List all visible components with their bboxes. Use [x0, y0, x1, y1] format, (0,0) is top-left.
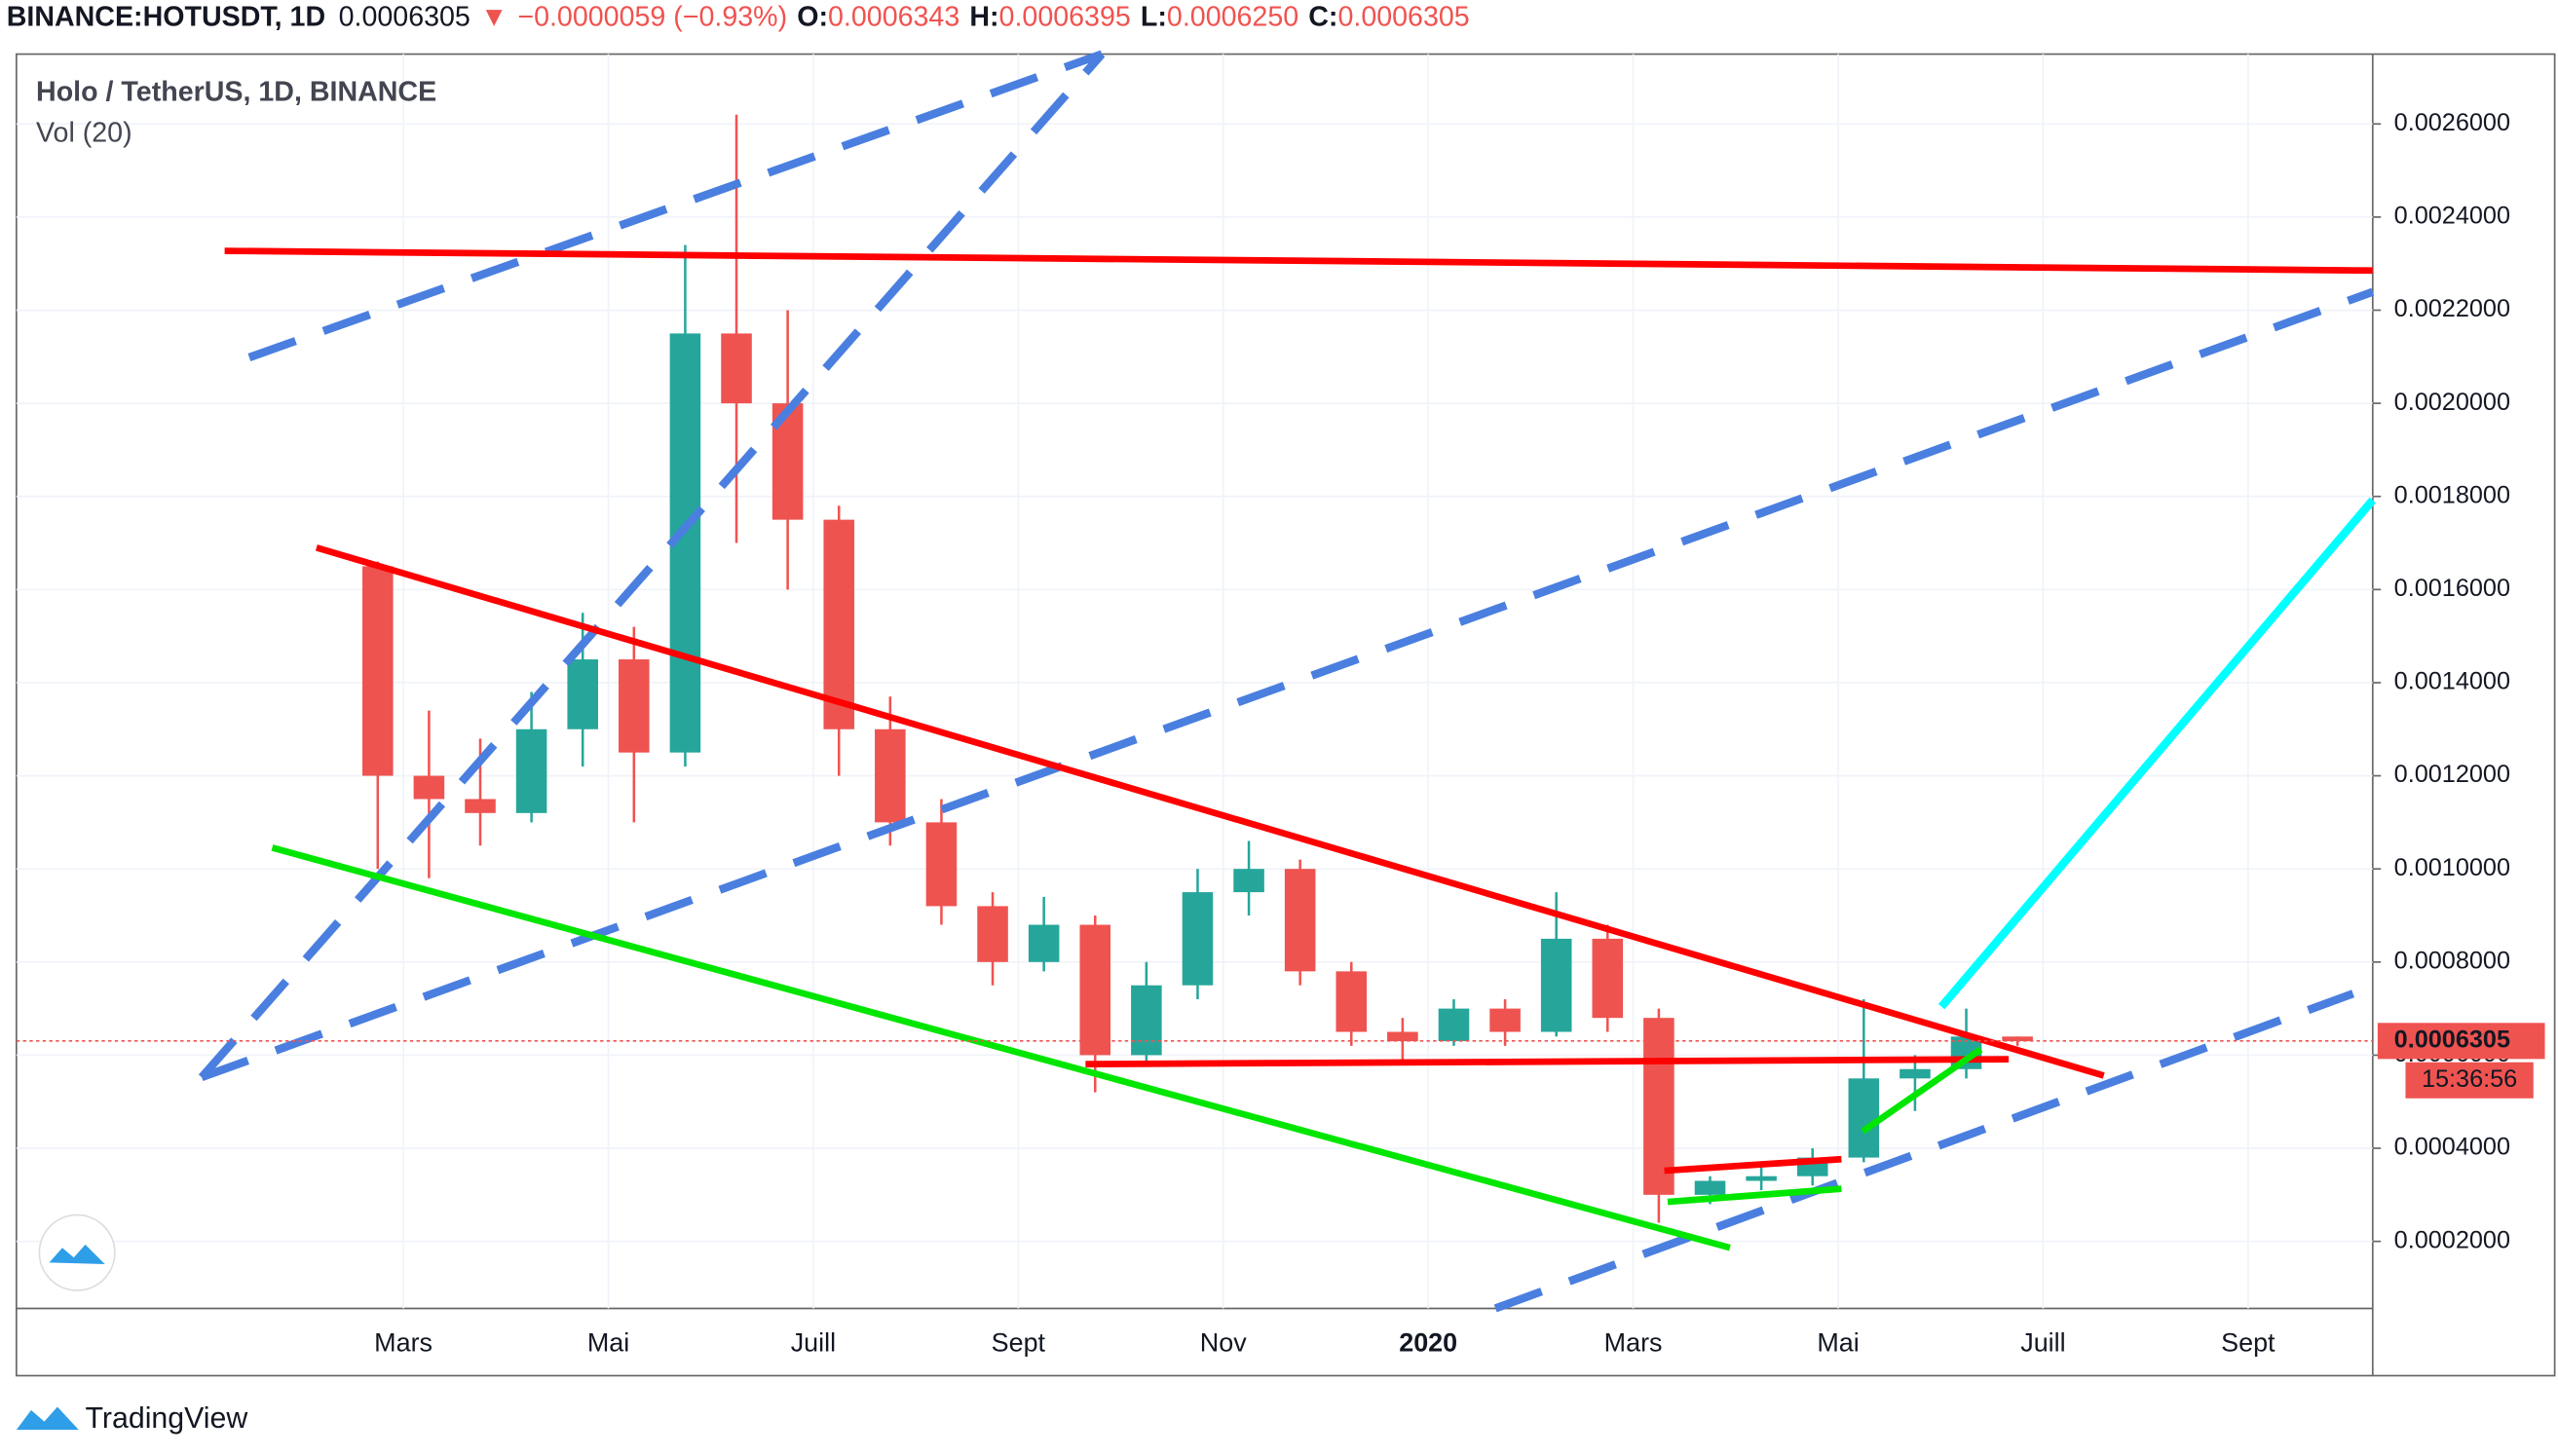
candle-body [875, 728, 906, 823]
logo-badge [38, 1213, 116, 1291]
o-label: O: [797, 1, 828, 32]
candle-body [1900, 1068, 1931, 1079]
candle-body [823, 519, 855, 729]
candle-body [1335, 971, 1368, 1032]
x-tick-label: 2020 [1399, 1328, 1457, 1358]
c-label: C: [1308, 1, 1337, 32]
blue-channel-line [247, 50, 1104, 361]
candle-body [1489, 1008, 1521, 1032]
countdown-box [2405, 1062, 2534, 1099]
x-tick-label: Sept [992, 1328, 1046, 1358]
last-price-box [2377, 1023, 2545, 1060]
brand-icon [16, 1406, 79, 1431]
x-tick-label: Mars [1604, 1328, 1663, 1358]
y-tick-label: 0.0018000 [2394, 481, 2510, 508]
logo-icon [49, 1244, 105, 1265]
candle-body [1592, 938, 1624, 1019]
x-tick-label: Mai [587, 1328, 629, 1358]
red-range-line [1664, 1155, 1842, 1175]
drawings [198, 50, 2376, 1313]
y-tick-label: 0.0012000 [2394, 761, 2510, 788]
x-tick-label: Mai [1817, 1328, 1859, 1358]
close: 0.0006305 [1337, 1, 1469, 32]
overlay: 0.00020000.00040000.00060000.00080000.00… [16, 109, 2545, 1358]
candle-body [1643, 1018, 1674, 1195]
candle-body [567, 659, 598, 729]
y-tick-label: 0.0004000 [2394, 1134, 2510, 1161]
low: 0.0006250 [1167, 1, 1298, 32]
cyan-projection-line [1937, 497, 2376, 1010]
red-support-line [1085, 1056, 2010, 1067]
green-rising-line [1861, 1046, 1983, 1135]
candle-body [1131, 985, 1162, 1056]
y-tick-label: 0.0016000 [2394, 575, 2510, 602]
frame [15, 53, 2556, 1377]
candle-body [1387, 1031, 1418, 1042]
l-label: L: [1141, 1, 1167, 32]
y-tick-label: 0.0008000 [2394, 947, 2510, 974]
last-price-label: 0.0006305 [2394, 1026, 2510, 1053]
candle-body [515, 728, 547, 813]
candle-body [413, 775, 445, 800]
green-range-line [1667, 1185, 1842, 1206]
h-label: H: [969, 1, 998, 32]
change: −0.0000059 (−0.93%) [517, 1, 787, 32]
y-tick-label: 0.0024000 [2394, 203, 2510, 230]
candle-body [977, 906, 1008, 962]
candle-body [1284, 869, 1316, 972]
y-tick-label: 0.0022000 [2394, 295, 2510, 322]
candle-body [1848, 1078, 1880, 1158]
x-tick-label: Sept [2221, 1328, 2276, 1358]
blue-channel-line [198, 51, 1106, 1080]
candle-body [1233, 869, 1264, 893]
red-resistance-line [224, 247, 2373, 275]
x-tick-label: Nov [1200, 1328, 1247, 1358]
x-tick-label: Mars [374, 1328, 433, 1358]
header: BINANCE:HOTUSDT, 1D 0.0006305 ▼ −0.0000059 … [7, 1, 1470, 32]
candle-body [1182, 892, 1214, 986]
candle-body [1540, 938, 1572, 1032]
candle-body [925, 822, 958, 907]
countdown: 15:36:56 [2422, 1065, 2517, 1093]
green-trend-line [271, 844, 1731, 1251]
candle-body [721, 333, 752, 404]
candles [362, 114, 2033, 1223]
arrow: ▼ [480, 1, 508, 32]
x-tick-label: Juill [791, 1328, 836, 1358]
chart-subtitle: Vol (20) [36, 118, 132, 149]
red-trend-line [315, 544, 2105, 1079]
candle-body [619, 659, 650, 753]
open: 0.0006343 [828, 1, 959, 32]
chart-title: Holo / TetherUS, 1D, BINANCE [36, 77, 436, 108]
candle-body [1028, 924, 1060, 962]
brand: TradingView [86, 1402, 248, 1435]
candle-body [1079, 924, 1111, 1056]
candle-body [1694, 1180, 1726, 1195]
candle-body [465, 799, 496, 813]
y-tick-label: 0.0010000 [2394, 854, 2510, 881]
y-tick-label: 0.0026000 [2394, 109, 2510, 136]
candle-body [362, 566, 394, 776]
x-tick-label: Juill [2020, 1328, 2065, 1358]
symbol: BINANCE:HOTUSDT, 1D [7, 1, 325, 32]
y-tick-label: 0.0020000 [2394, 389, 2510, 416]
last: 0.0006305 [339, 1, 470, 32]
y-tick-label: 0.0014000 [2394, 668, 2510, 695]
candle-body [1746, 1176, 1777, 1181]
candle-body [1438, 1008, 1470, 1042]
y-tick-label: 0.0002000 [2394, 1226, 2510, 1253]
high: 0.0006395 [999, 1, 1131, 32]
blue-channel-line [200, 287, 2375, 1082]
candle-body [2002, 1036, 2033, 1042]
